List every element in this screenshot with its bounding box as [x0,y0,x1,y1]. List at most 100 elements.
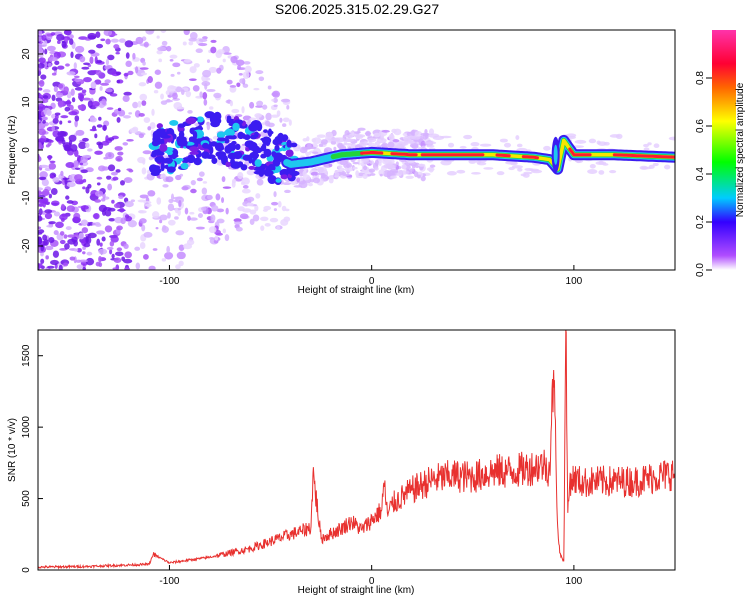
noise-speck [222,228,227,234]
noise-speck [271,98,275,102]
noise-speck [94,79,102,85]
noise-speck [242,83,249,88]
snr-x-ticks: -100 0 100 [159,565,583,587]
noise-speck [271,201,279,206]
noise-speck [110,171,118,176]
noise-speck [256,178,264,186]
noise-speck [64,243,70,250]
noise-speck [149,122,156,130]
noise-speck [83,76,92,83]
x-tick-label: 100 [566,576,583,587]
colorbar-tick-label: 0.2 [695,215,706,229]
noise-speck [96,182,101,186]
noise-speck [242,185,249,189]
noise-speck [198,38,208,42]
noise-speck [169,58,174,62]
noise-speck [272,90,281,98]
noise-speck [104,225,113,233]
noise-speck [198,171,205,177]
noise-speck [202,69,212,78]
noise-speck [344,129,350,137]
noise-speck [192,85,200,92]
noise-speck [90,81,97,89]
noise-speck [229,85,237,93]
noise-speck [40,258,45,264]
noise-speck [290,180,298,185]
noise-speck [262,104,268,110]
noise-speck [276,225,281,230]
x-tick-label: 0 [369,576,375,587]
ridge-blob [253,170,265,175]
noise-speck [73,75,80,79]
ridge-blob [152,130,162,140]
noise-speck [106,175,112,180]
noise-speck [241,106,245,114]
noise-speck [237,206,245,212]
noise-speck [406,131,414,137]
noise-speck [202,92,208,100]
noise-speck [64,30,70,34]
noise-speck [254,113,262,118]
noise-speck [67,120,72,124]
ridge-hot-segment [612,153,675,159]
noise-speck [52,118,59,124]
noise-speck [172,19,178,25]
noise-speck [46,109,52,116]
noise-speck [221,197,225,203]
noise-speck [258,76,265,82]
noise-speck [69,38,74,45]
noise-speck [98,248,108,255]
noise-speck [45,144,50,148]
noise-speck [380,143,387,148]
noise-speck [140,72,148,76]
snr-y-label: SNR (10 * v/v) [7,418,18,482]
noise-speck [87,232,97,239]
noise-speck [282,117,290,123]
noise-speck [346,163,350,169]
noise-speck [38,123,47,127]
noise-speck [229,100,234,107]
noise-speck [422,133,428,140]
noise-speck [45,245,54,251]
noise-speck [106,246,114,250]
noise-speck [41,116,48,121]
noise-speck [38,187,44,191]
noise-speck [48,237,55,244]
noise-speck [496,171,505,176]
noise-speck [273,208,277,212]
noise-speck [95,69,102,76]
noise-speck [215,50,222,59]
noise-speck [170,193,175,201]
noise-speck [78,141,87,150]
noise-speck [38,98,43,105]
noise-speck [38,236,43,244]
noise-speck [64,177,68,185]
noise-speck [114,146,123,151]
ridge-blob [286,139,292,148]
snr-frame [37,329,676,571]
noise-speck [249,101,255,109]
noise-speck [40,74,47,80]
noise-speck [148,265,156,270]
noise-speck [41,34,47,41]
noise-speck [107,164,116,172]
x-tick-label: 0 [369,276,375,287]
noise-speck [312,177,321,184]
noise-speck [60,115,69,119]
noise-speck [277,200,282,208]
ridge-blob [151,167,162,174]
noise-speck [296,177,301,183]
noise-speck [65,195,70,200]
noise-speck [216,208,225,213]
noise-speck [417,174,421,179]
noise-speck [38,79,45,87]
noise-speck [414,130,423,137]
noise-speck [172,196,183,200]
noise-speck [70,88,75,96]
noise-speck [116,79,121,84]
ridge-blob [227,152,238,160]
noise-speck [113,203,121,209]
noise-speck [94,221,101,226]
noise-speck [123,91,132,96]
noise-speck [314,166,321,169]
